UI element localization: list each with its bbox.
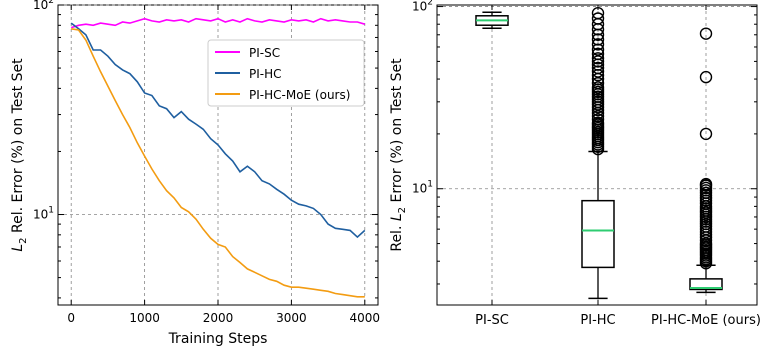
outlier-point: [591, 55, 605, 68]
outlier-point: [699, 237, 713, 250]
outlier-point: [699, 127, 713, 141]
outlier-point: [591, 47, 605, 61]
right-ticks: PI-SC PI-HC PI-HC-MoE (ours) 101 102: [412, 0, 761, 328]
series-line-pi-hc: [70, 22, 366, 239]
box-pi-hc-moe-ours: [689, 27, 723, 294]
right-y-tick-label: 101: [412, 180, 433, 196]
outlier-point: [699, 177, 713, 191]
right-y-axis-label: Rel. L2 Error (%) on Test Set: [389, 58, 408, 252]
outlier-point: [591, 113, 605, 126]
series-line-pi-hc-moe-ours: [71, 28, 365, 298]
legend-label-pi-hc: PI-HC: [249, 67, 282, 81]
right-plot-frame: [436, 4, 758, 306]
outlier-point: [591, 81, 605, 94]
outlier-point: [591, 65, 605, 78]
box-body: [581, 199, 615, 269]
outlier-point: [591, 38, 605, 51]
outlier-point: [591, 61, 605, 75]
outlier-point: [591, 110, 605, 123]
left-y-tick-label: 102: [33, 0, 54, 12]
left-x-tick-label: 2000: [203, 311, 234, 325]
box-body: [689, 278, 723, 291]
series-line-pi-sc: [70, 17, 366, 29]
left-ticks: 0 1000 2000 3000 4000 101 102: [33, 0, 380, 325]
right-x-tick-label: PI-HC-MoE (ours): [651, 313, 761, 328]
outlier-point: [591, 12, 605, 25]
left-y-tick-label: 101: [33, 206, 54, 222]
right-boxes: [475, 6, 723, 300]
legend-label-pi-sc: PI-SC: [249, 46, 280, 60]
box-pi-sc: [475, 11, 509, 30]
outlier-point: [699, 70, 713, 84]
legend-frame: [207, 39, 365, 107]
left-x-axis-label: Training Steps: [168, 331, 268, 347]
right-x-tick-label: PI-SC: [475, 313, 509, 328]
left-y-axis-label: L2 Rel. Error (%) on Test Set: [10, 58, 29, 252]
right-x-tick-label: PI-HC: [580, 313, 615, 328]
left-chart: 0 1000 2000 3000 4000 101 102 Training Steps L…: [10, 0, 380, 347]
left-legend: PI-SC PI-HC PI-HC-MoE (ours): [207, 39, 365, 107]
left-x-tick-label: 3000: [276, 311, 307, 325]
outlier-point: [591, 43, 605, 56]
outlier-point: [591, 52, 605, 65]
box-pi-hc: [581, 6, 615, 300]
left-x-tick-label: 4000: [350, 311, 381, 325]
outlier-point: [591, 116, 605, 130]
left-x-tick-label: 0: [67, 311, 75, 325]
outlier-point: [591, 33, 605, 46]
left-x-tick-label: 1000: [129, 311, 160, 325]
right-chart: PI-SC PI-HC PI-HC-MoE (ours) 101 102 Rel. L2…: [389, 0, 761, 328]
left-series: [70, 17, 366, 298]
outlier-point: [699, 27, 713, 40]
right-y-tick-label: 102: [412, 0, 433, 14]
legend-label-pi-hc-moe: PI-HC-MoE (ours): [249, 88, 350, 102]
